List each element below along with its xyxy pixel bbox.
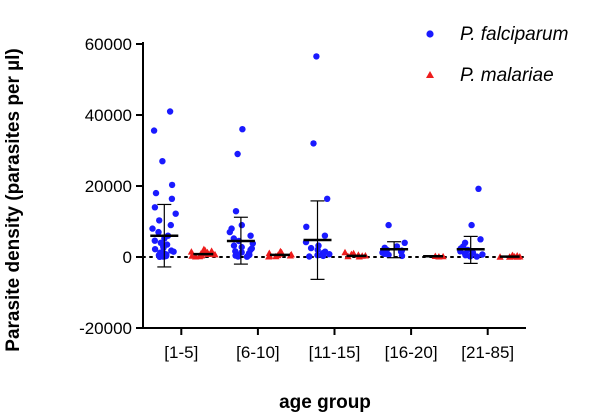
falciparum-point — [168, 195, 176, 202]
falciparum-point — [234, 253, 242, 260]
falciparum-point — [313, 53, 320, 60]
falciparum-point — [160, 244, 167, 251]
falciparum-point — [307, 244, 315, 252]
falciparum-point — [152, 189, 160, 197]
malariae-point — [286, 252, 294, 259]
x-tick-label: [16-20] — [385, 343, 438, 362]
falciparum-point — [232, 208, 240, 215]
y-tick-label: -20000 — [79, 319, 132, 338]
falciparum-point — [324, 195, 331, 202]
falciparum-point — [156, 217, 163, 224]
falciparum-point — [170, 248, 177, 255]
falciparum-point — [320, 252, 327, 260]
falciparum-point — [151, 204, 159, 211]
falciparum-point — [306, 253, 313, 260]
x-tick-label: [11-15] — [309, 343, 361, 362]
falciparum-point — [321, 232, 329, 239]
falciparum-point — [234, 150, 241, 158]
axes: -20000 0 20000 40000 60000 [1-5] [6-10] [11-15]… — [79, 35, 527, 362]
y-tick-label: 40000 — [85, 106, 132, 125]
legend-malariae-label: P. malariae — [460, 65, 554, 86]
x-tick-label: [6-10] — [236, 343, 279, 362]
legend: P. falciparum P. malariae — [426, 24, 568, 86]
falciparum-point — [479, 251, 486, 258]
y-tick-label: 0 — [123, 248, 132, 267]
malariae-point — [341, 248, 349, 256]
falciparum-point — [401, 239, 408, 246]
legend-falciparum-label: P. falciparum — [460, 24, 568, 45]
falciparum-point — [473, 253, 480, 260]
falciparum-point — [159, 158, 166, 165]
falciparum-point — [226, 228, 233, 236]
falciparum-point — [310, 140, 317, 147]
chart-marks — [149, 53, 524, 280]
falciparum-point — [238, 221, 245, 229]
falciparum-point — [155, 228, 162, 236]
malariae-point — [187, 248, 195, 255]
legend-falciparum-marker — [426, 30, 434, 38]
falciparum-point — [468, 221, 475, 229]
falciparum-point — [151, 237, 158, 244]
falciparum-point — [151, 246, 159, 253]
falciparum-point — [167, 221, 174, 229]
falciparum-point — [238, 249, 245, 256]
falciparum-point — [149, 225, 156, 232]
x-tick-label: [1-5] — [164, 343, 198, 362]
malariae-point — [265, 253, 273, 260]
malariae-point — [192, 253, 200, 260]
falciparum-point — [475, 185, 482, 192]
falciparum-point — [326, 251, 333, 258]
falciparum-point — [168, 181, 176, 189]
falciparum-point — [172, 210, 179, 217]
falciparum-point — [156, 253, 163, 260]
legend-malariae-marker — [426, 71, 434, 78]
falciparum-point — [238, 243, 245, 251]
falciparum-point — [385, 251, 392, 259]
falciparum-point — [303, 223, 310, 230]
x-tick-label: [21-85] — [461, 343, 514, 362]
y-axis-title: Parasite density (parasites per µl) — [3, 48, 24, 351]
falciparum-point — [239, 126, 246, 133]
falciparum-point — [466, 253, 474, 260]
falciparum-point — [247, 232, 254, 239]
falciparum-point — [243, 253, 251, 260]
falciparum-point — [150, 127, 158, 134]
falciparum-point — [230, 242, 238, 249]
falciparum-point — [477, 236, 484, 243]
y-tick-label: 60000 — [85, 35, 132, 54]
falciparum-point — [166, 108, 174, 115]
falciparum-point — [385, 221, 392, 229]
malariae-point — [211, 250, 219, 258]
x-axis-title: age group — [279, 392, 371, 412]
y-tick-label: 20000 — [85, 177, 132, 196]
